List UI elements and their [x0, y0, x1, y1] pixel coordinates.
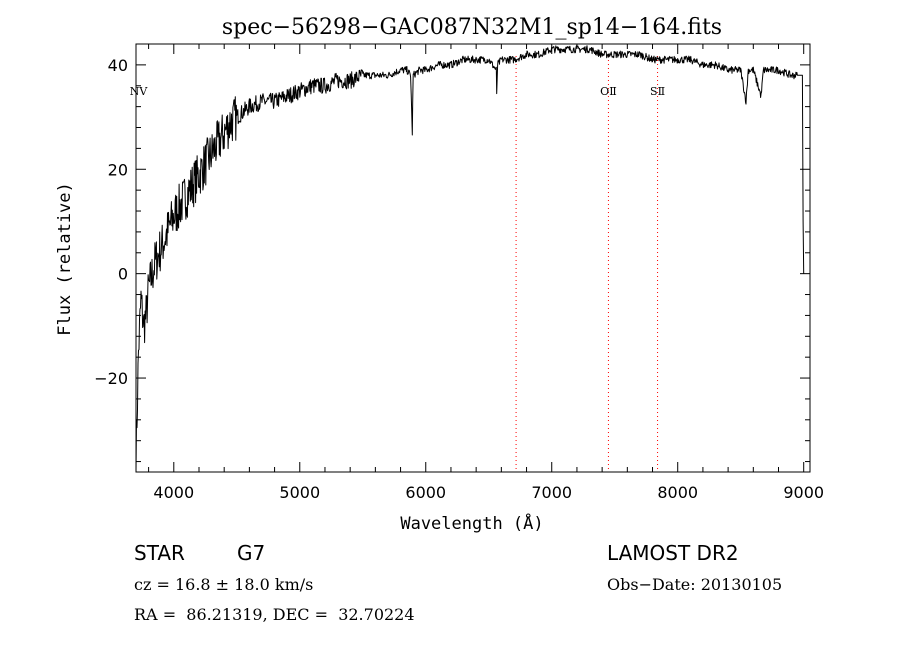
line-marker-label: OⅡ — [600, 85, 617, 98]
x-tick-label: 8000 — [657, 483, 698, 502]
object-subclass: G7 — [237, 541, 265, 565]
obs-date-text: Obs−Date: 20130105 — [607, 575, 782, 594]
x-tick-label: 5000 — [279, 483, 320, 502]
spectrum-line — [135, 45, 805, 473]
x-tick-label: 6000 — [405, 483, 446, 502]
survey-name: LAMOST DR2 — [607, 541, 739, 565]
y-tick-label: 40 — [108, 56, 128, 75]
redshift-text: cz = 16.8 ± 18.0 km/s — [134, 575, 313, 594]
line-marker-label: NⅤ — [130, 85, 149, 98]
y-tick-label: 0 — [118, 265, 128, 284]
plot-frame — [135, 43, 811, 473]
x-tick-label: 7000 — [531, 483, 572, 502]
x-tick-label: 9000 — [783, 483, 824, 502]
y-tick-label: 20 — [108, 160, 128, 179]
x-tick-label: 4000 — [153, 483, 194, 502]
line-marker-label: SⅡ — [650, 85, 665, 98]
chart-title: spec−56298−GAC087N32M1_sp14−164.fits — [222, 15, 722, 40]
object-class: STAR — [134, 541, 185, 565]
coordinates-text: RA = 86.21319, DEC = 32.70224 — [134, 605, 415, 624]
y-axis-label: Flux (relative) — [55, 182, 75, 336]
x-axis-label: Wavelength (Å) — [400, 512, 543, 534]
y-tick-label: −20 — [94, 369, 128, 388]
